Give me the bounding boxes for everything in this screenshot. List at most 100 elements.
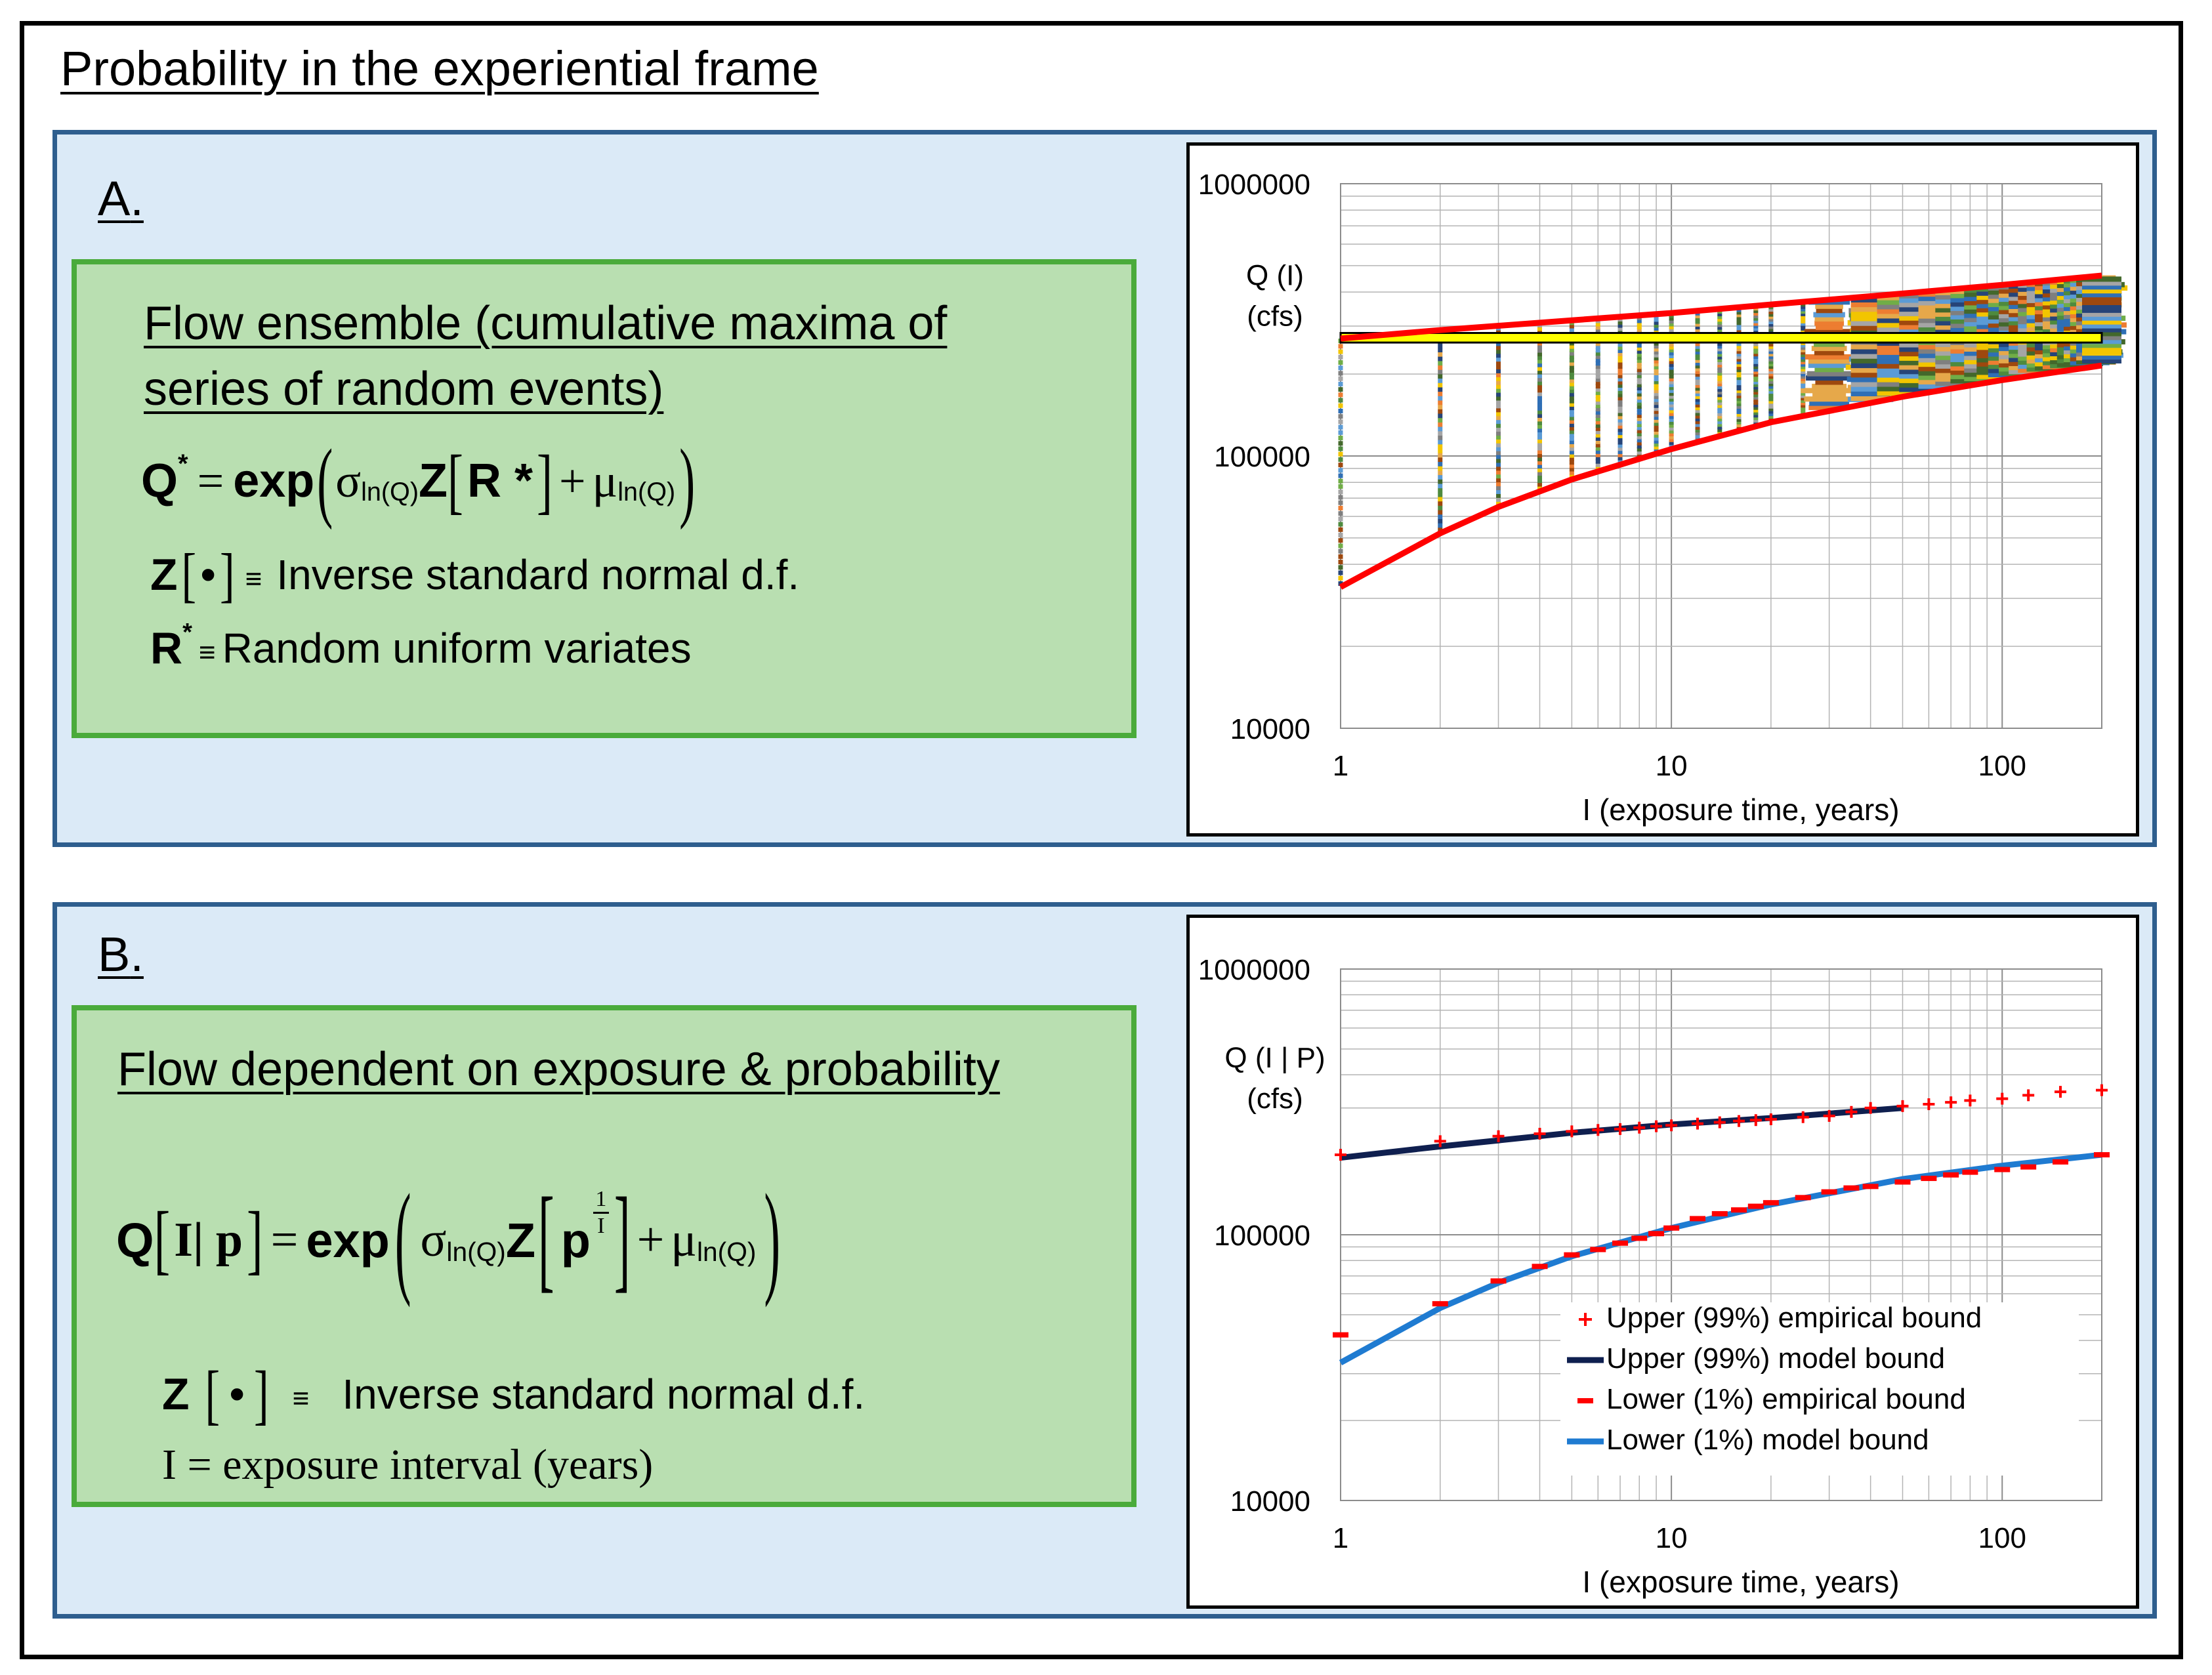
ensemble-point	[1695, 436, 1700, 441]
ensemble-point	[1338, 489, 1343, 495]
ensemble-point	[1537, 427, 1543, 432]
ensemble-segment	[1850, 367, 1890, 373]
ensemble-segment	[1877, 344, 1917, 350]
ensemble-point	[1801, 347, 1806, 352]
ensemble-point	[1669, 362, 1674, 367]
ensemble-point	[1801, 316, 1806, 321]
ensemble-segment	[1804, 396, 1854, 402]
ensemble-point	[1595, 413, 1600, 419]
ensemble-point	[1695, 417, 1700, 422]
upper-empirical-point	[1633, 1121, 1646, 1134]
ensemble-point	[1438, 518, 1443, 524]
ensemble-point	[1438, 430, 1443, 436]
ensemble-segment	[1804, 329, 1854, 335]
ensemble-point	[1695, 402, 1700, 407]
ensemble-point	[1438, 448, 1443, 453]
ensemble-point	[1438, 479, 1443, 484]
legend-label: Lower (1%) empirical bound	[1606, 1383, 1966, 1415]
ensemble-point	[1753, 395, 1759, 400]
ensemble-point	[1669, 344, 1674, 350]
lower-empirical-point	[1490, 1278, 1507, 1284]
ensemble-point	[1496, 427, 1501, 432]
ensemble-point	[1637, 434, 1642, 440]
ensemble-segment	[1850, 306, 1890, 312]
ensemble-point	[1669, 324, 1674, 329]
ensemble-point	[1569, 384, 1574, 390]
ensemble-point	[1753, 316, 1759, 321]
ensemble-point	[1595, 348, 1600, 353]
ensemble-point	[1595, 465, 1600, 470]
ensemble-point	[1695, 350, 1700, 355]
ensemble-point	[1768, 344, 1774, 349]
ensemble-segment	[1877, 308, 1917, 314]
ensemble-point	[1496, 400, 1501, 405]
ensemble-point	[1736, 391, 1742, 396]
ensemble-segment	[2082, 354, 2121, 360]
ensemble-segment	[2082, 300, 2121, 306]
ensemble-segment	[1877, 299, 1917, 305]
ensemble-point	[1438, 523, 1443, 528]
ensemble-segment	[1850, 363, 1890, 369]
ensemble-point	[1801, 321, 1806, 326]
ensemble-point	[1736, 402, 1742, 407]
ensemble-point	[1717, 390, 1722, 395]
ensemble-point	[1617, 440, 1623, 445]
page-title: Probability in the experiential frame	[60, 41, 819, 96]
ensemble-point	[1496, 361, 1501, 366]
ensemble-point	[1717, 322, 1722, 327]
panel-b: B. Flow dependent on exposure & probabil…	[52, 902, 2157, 1619]
ensemble-point	[1695, 422, 1700, 427]
ensemble-point	[1338, 522, 1343, 527]
ensemble-point	[1801, 357, 1806, 362]
ensemble-point	[1801, 325, 1806, 331]
x-tick-label: 10	[1656, 1522, 1688, 1554]
ensemble-segment	[1811, 346, 1847, 352]
ensemble-point	[1637, 444, 1642, 449]
x-tick-label: 1	[1333, 1522, 1348, 1554]
ensemble-point	[1569, 466, 1574, 472]
ensemble-point	[1438, 391, 1443, 396]
ensemble-point	[1617, 427, 1623, 432]
ensemble-segment	[1877, 295, 1917, 300]
ensemble-point	[1801, 398, 1806, 403]
panel-a-z-definition: Z [ • ] ≡ Inverse standard normal d.f.	[150, 541, 800, 608]
upper-empirical-point	[1665, 1119, 1678, 1132]
lower-empirical-point	[2053, 1159, 2069, 1165]
ensemble-point	[1569, 443, 1574, 448]
ensemble-point	[1569, 378, 1574, 383]
ensemble-point	[1496, 403, 1501, 409]
lower-empirical-point	[1631, 1235, 1648, 1241]
ensemble-point	[1438, 400, 1443, 405]
ensemble-point	[1753, 349, 1759, 354]
ensemble-point	[1753, 356, 1759, 362]
ensemble-point	[1595, 354, 1600, 360]
ensemble-point	[1736, 388, 1742, 394]
ensemble-point	[1801, 345, 1806, 350]
ensemble-point	[1801, 309, 1806, 314]
ensemble-point	[1569, 392, 1574, 397]
upper-empirical-point	[1692, 1117, 1704, 1130]
panel-a: A. Flow ensemble (cumulative maxima of s…	[52, 130, 2157, 847]
ensemble-point	[1569, 351, 1574, 356]
ensemble-point	[1595, 426, 1600, 431]
ensemble-point	[1695, 366, 1700, 371]
ensemble-point	[1736, 325, 1742, 331]
ensemble-point	[1637, 407, 1642, 412]
ensemble-point	[1595, 429, 1600, 434]
ensemble-point	[1637, 422, 1642, 427]
ensemble-point	[1717, 392, 1722, 398]
ensemble-point	[1768, 386, 1774, 392]
ensemble-point	[1753, 375, 1759, 380]
ensemble-point	[1717, 405, 1722, 411]
ensemble-point	[1617, 430, 1623, 436]
ensemble-point	[1595, 455, 1600, 461]
ensemble-point	[1438, 474, 1443, 480]
ensemble-point	[1736, 411, 1742, 417]
ensemble-point	[1496, 388, 1501, 393]
ensemble-point	[1537, 471, 1543, 476]
ensemble-point	[1695, 424, 1700, 430]
ensemble-point	[1637, 401, 1642, 406]
ensemble-point	[1569, 460, 1574, 465]
ensemble-point	[1595, 416, 1600, 421]
ensemble-segment	[1814, 350, 1845, 356]
